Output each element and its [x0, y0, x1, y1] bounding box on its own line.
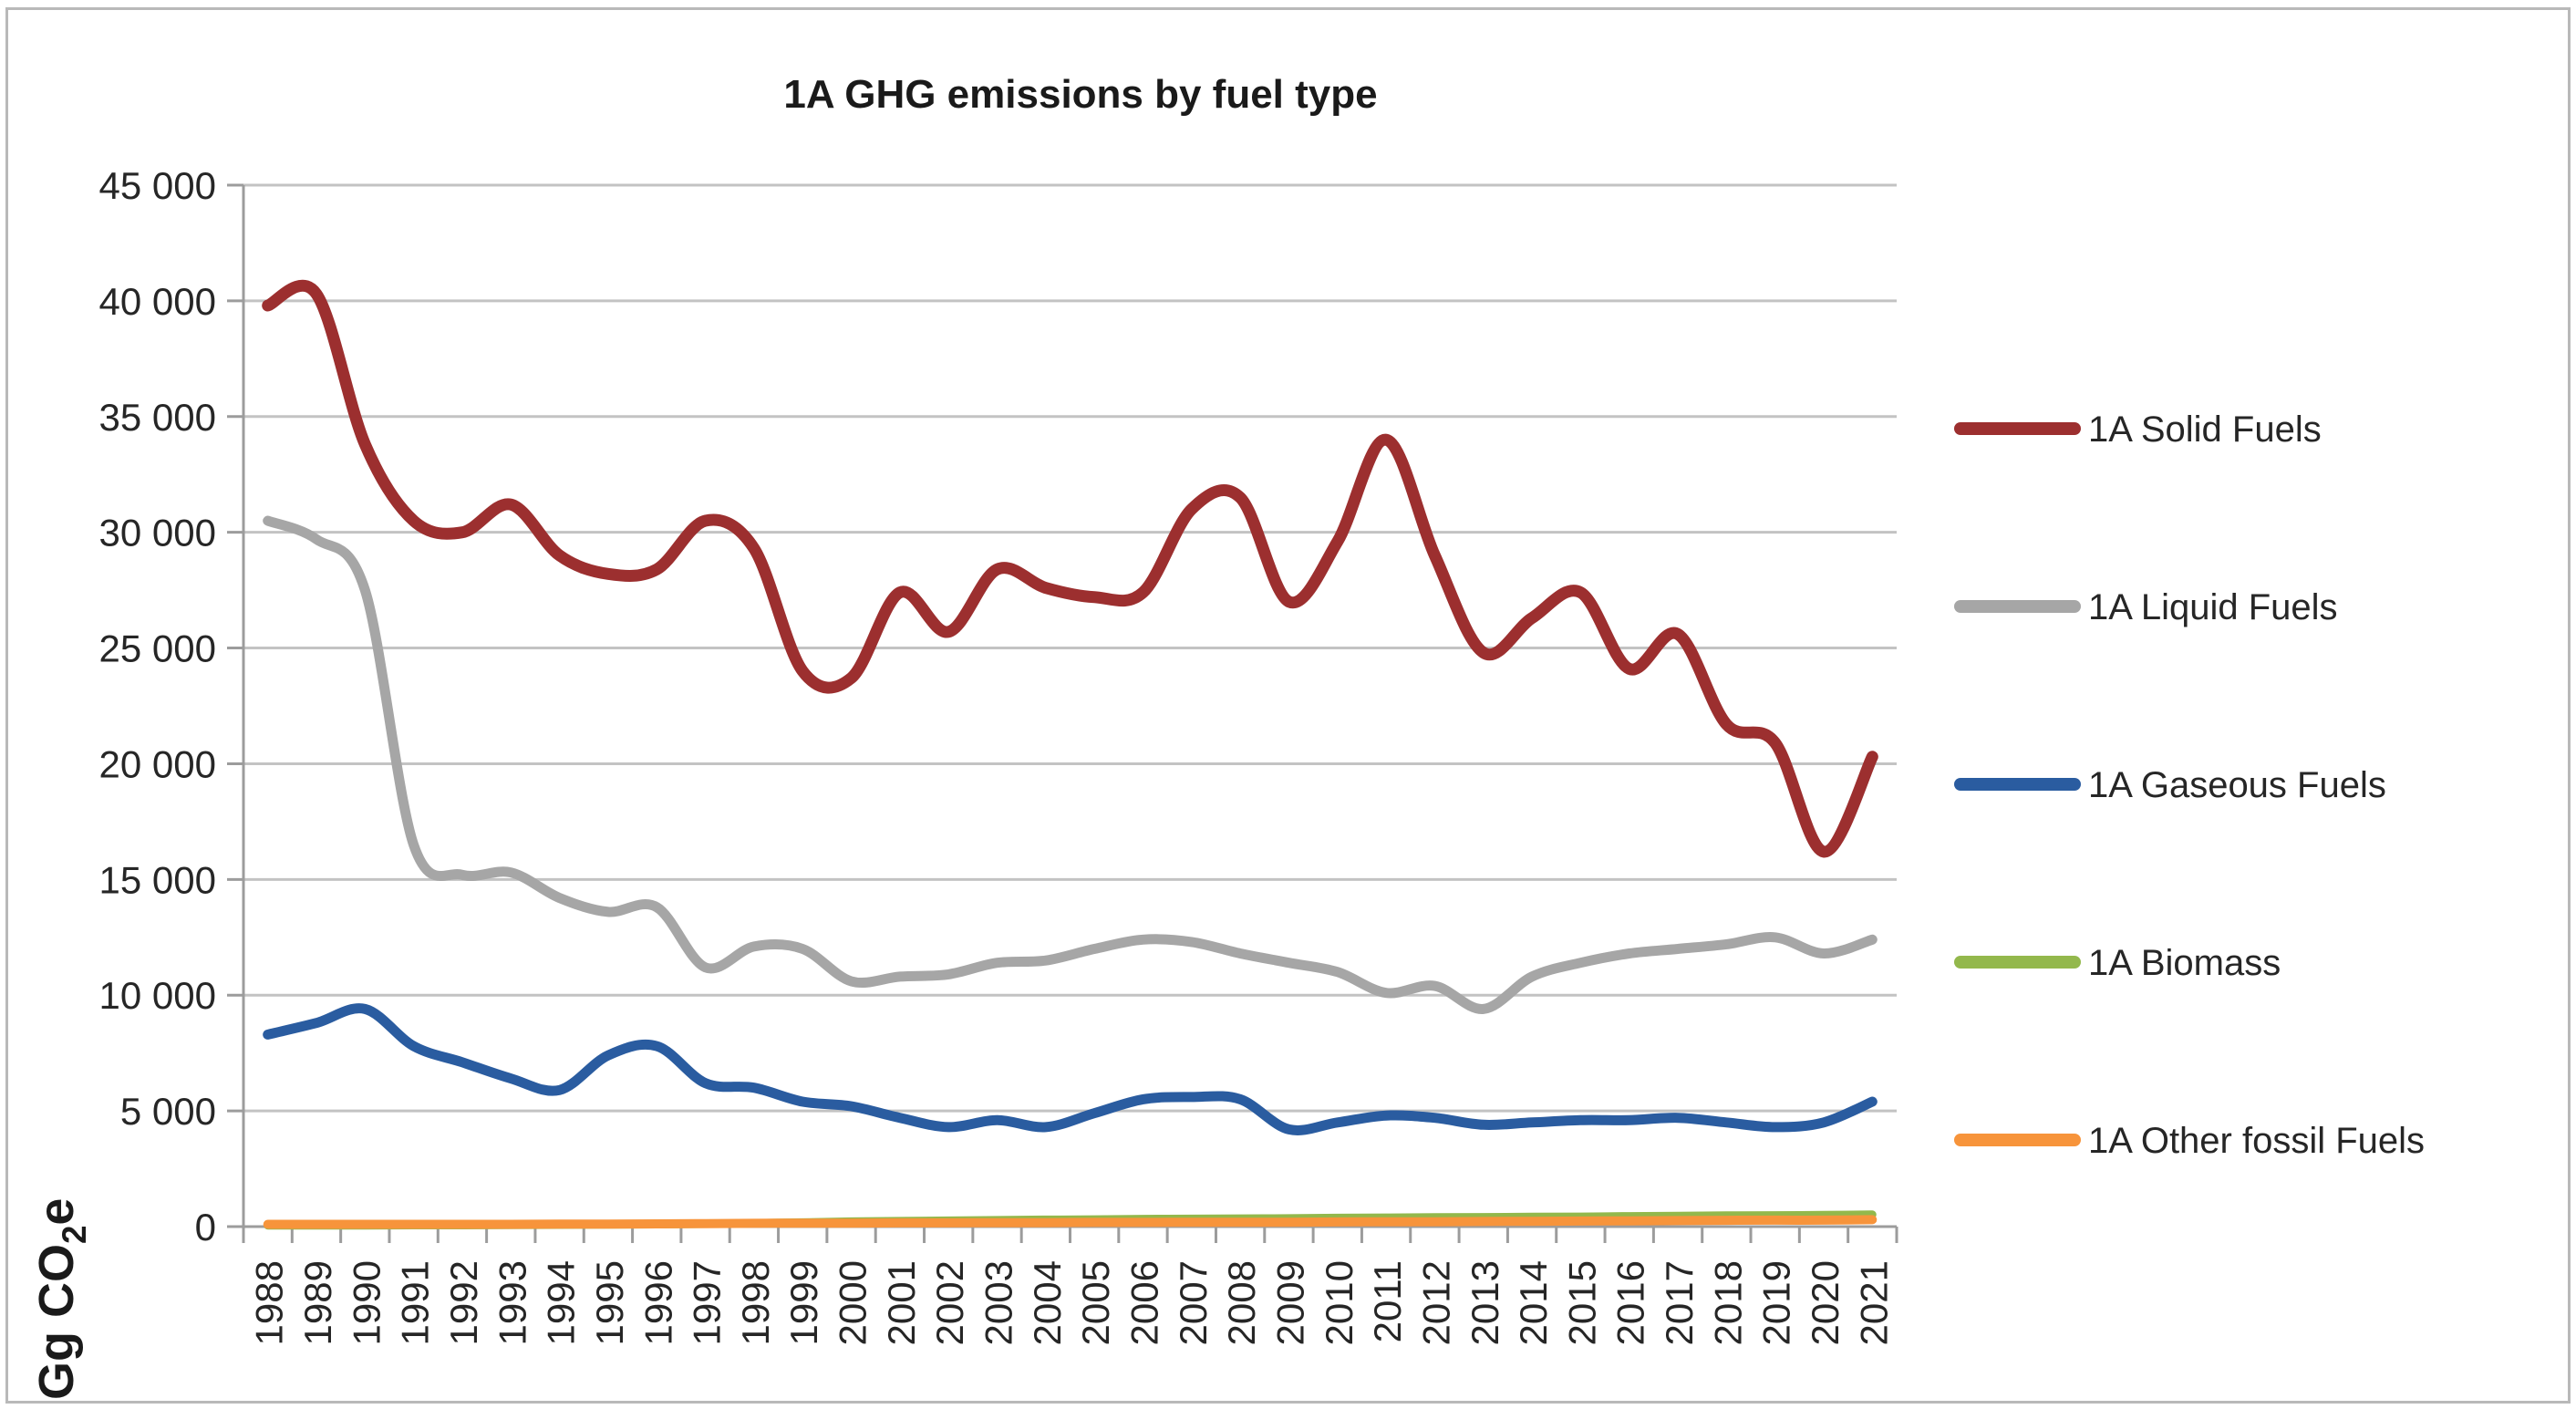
- x-tick-label: 1996: [636, 1260, 679, 1345]
- x-tick-label: 2001: [880, 1260, 923, 1345]
- x-tick-label: 2006: [1122, 1260, 1165, 1345]
- x-tick-label: 2019: [1755, 1260, 1798, 1345]
- y-tick-label: 40 000: [99, 280, 216, 323]
- y-tick-label: 0: [195, 1206, 216, 1248]
- x-tick-label: 2018: [1706, 1260, 1749, 1345]
- x-tick-label: 1999: [782, 1260, 825, 1345]
- x-tick-label: 2004: [1026, 1260, 1069, 1345]
- series-line-1a-other-fossil-fuels: [263, 1215, 1878, 1229]
- x-tick-label: 2010: [1318, 1260, 1360, 1345]
- x-tick-label: 1991: [394, 1260, 437, 1345]
- x-tick-label: 2008: [1220, 1260, 1263, 1345]
- y-axis-title: Gg CO2e: [29, 1198, 93, 1400]
- x-tick-label: 2002: [928, 1260, 971, 1345]
- x-tick-label: 2009: [1268, 1260, 1311, 1345]
- x-tick-label: 2015: [1560, 1260, 1603, 1345]
- x-tick-label: 2012: [1414, 1260, 1457, 1345]
- series-line-1a-liquid-fuels: [263, 515, 1878, 1014]
- x-tick-label: 1988: [248, 1260, 291, 1345]
- x-tick-label: 2014: [1512, 1260, 1555, 1345]
- y-tick-label: 35 000: [99, 396, 216, 439]
- y-tick-label: 10 000: [99, 974, 216, 1017]
- x-tick-label: 1990: [345, 1260, 388, 1345]
- x-tick-label: 2020: [1804, 1260, 1847, 1345]
- x-tick-label: 1989: [296, 1260, 339, 1345]
- x-tick-label: 2017: [1658, 1260, 1701, 1345]
- x-tick-label: 2003: [978, 1260, 1020, 1345]
- x-tick-label: 1997: [686, 1260, 729, 1345]
- y-tick-label: 15 000: [99, 858, 216, 901]
- legend-label-1a-liquid-fuels: 1A Liquid Fuels: [2088, 587, 2338, 627]
- legend-label-1a-solid-fuels: 1A Solid Fuels: [2088, 409, 2322, 450]
- x-tick-label: 2000: [832, 1260, 874, 1345]
- x-tick-label: 2005: [1074, 1260, 1117, 1345]
- y-tick-label: 45 000: [99, 164, 216, 207]
- legend-label-1a-gaseous-fuels: 1A Gaseous Fuels: [2088, 765, 2386, 805]
- x-tick-label: 1995: [588, 1260, 631, 1345]
- y-tick-label: 25 000: [99, 627, 216, 670]
- chart-title: 1A GHG emissions by fuel type: [783, 72, 1377, 117]
- y-tick-label: 30 000: [99, 512, 216, 554]
- x-tick-label: 1992: [442, 1260, 485, 1345]
- legend-label-1a-biomass: 1A Biomass: [2088, 943, 2281, 983]
- x-tick-label: 1998: [734, 1260, 777, 1345]
- legend-label-1a-other-fossil-fuels: 1A Other fossil Fuels: [2088, 1121, 2425, 1161]
- series-line-1a-solid-fuels: [262, 279, 1878, 858]
- x-tick-label: 2016: [1609, 1260, 1652, 1345]
- y-tick-label: 20 000: [99, 742, 216, 785]
- series-line-1a-gaseous-fuels: [263, 1003, 1878, 1135]
- x-tick-label: 2011: [1366, 1260, 1409, 1342]
- chart-outer-border: [5, 7, 2571, 1404]
- x-tick-label: 1993: [491, 1260, 533, 1345]
- x-tick-label: 1994: [540, 1260, 583, 1345]
- x-tick-label: 2021: [1852, 1260, 1895, 1345]
- x-tick-label: 2007: [1172, 1260, 1215, 1345]
- y-tick-label: 5 000: [120, 1090, 216, 1133]
- x-tick-label: 2013: [1464, 1260, 1506, 1345]
